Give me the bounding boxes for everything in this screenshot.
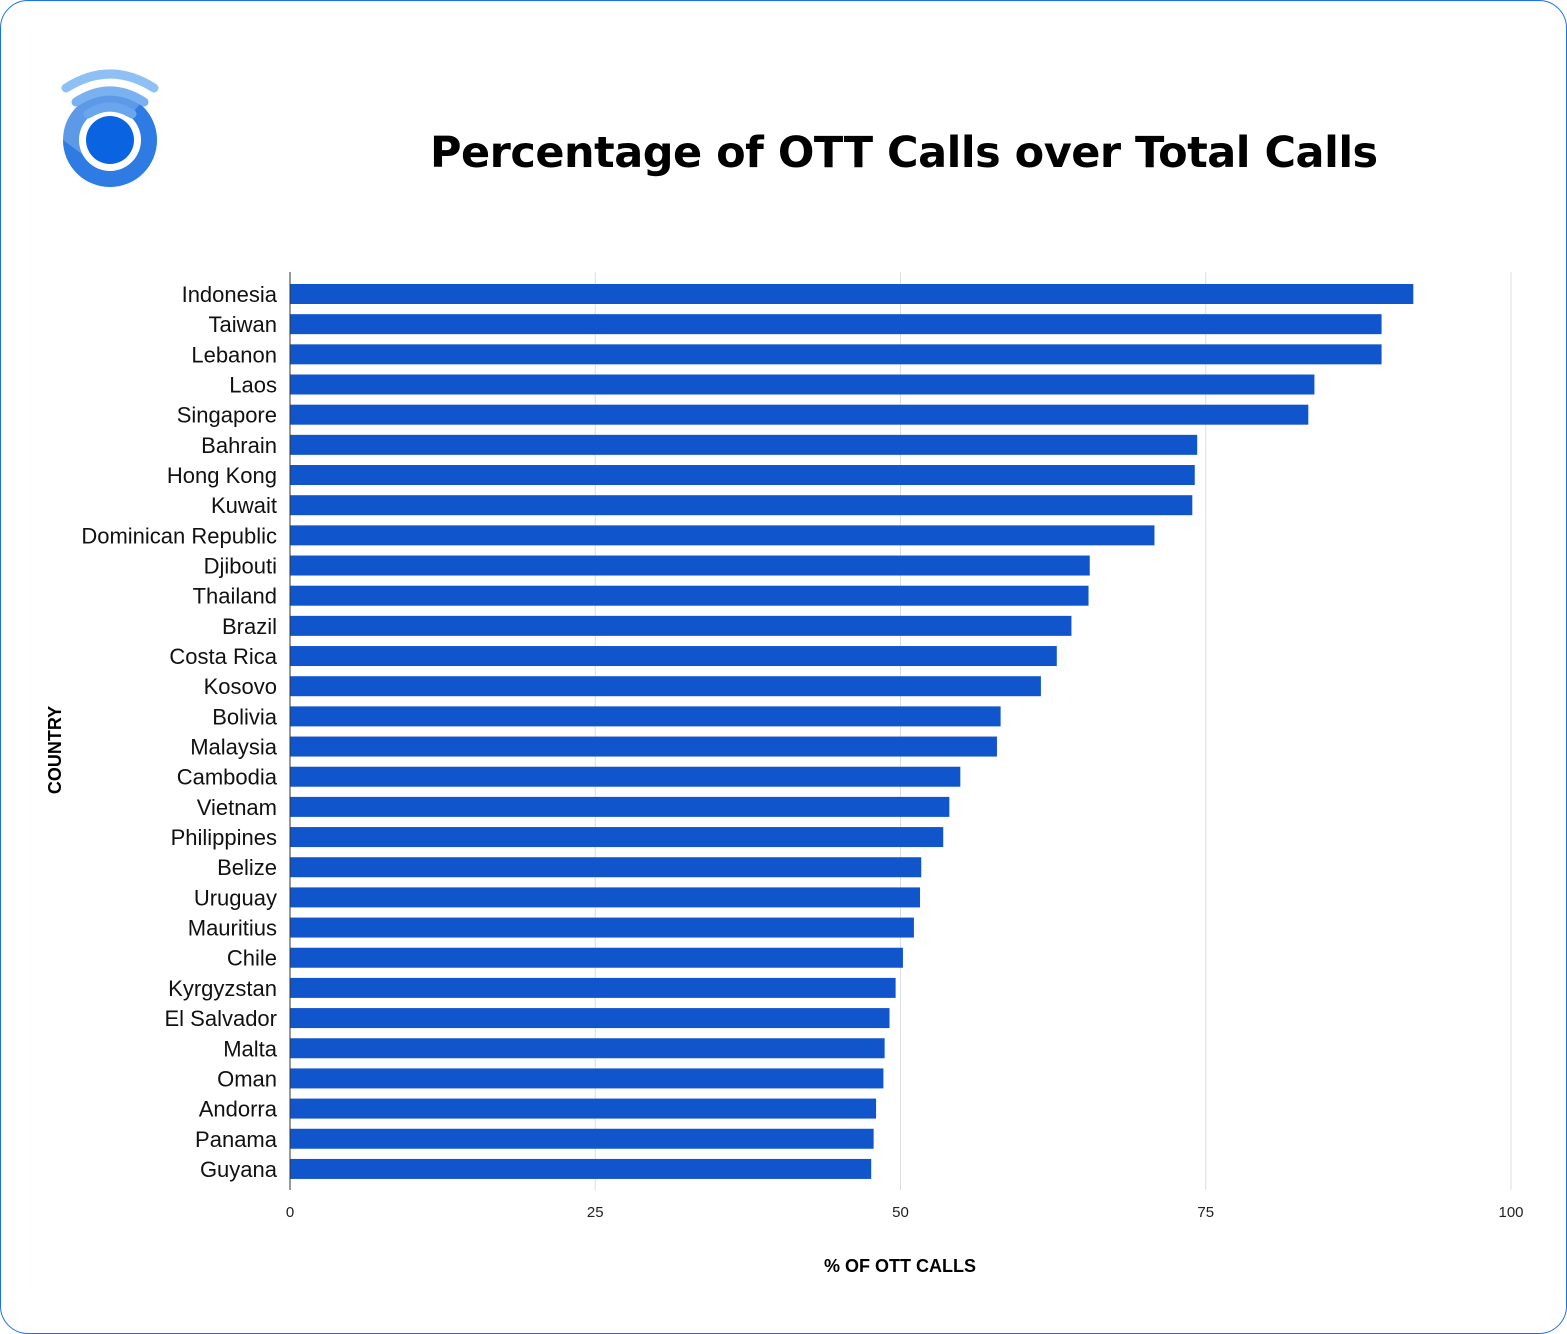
y-axis-title: COUNTRY [45,706,65,794]
bar-uruguay [290,887,921,908]
bar-laos [290,374,1315,395]
y-tick-label: Singapore [177,403,277,428]
bar-malaysia [290,736,997,757]
bar-indonesia [290,284,1414,304]
y-tick-label: Kyrgyzstan [168,976,277,1001]
x-tick-label: 75 [1197,1204,1214,1221]
y-tick-label: Laos [229,373,277,398]
y-tick-label: Uruguay [194,885,277,910]
bar-oman [290,1068,884,1089]
bar-andorra [290,1098,877,1119]
y-tick-label: Belize [217,855,277,880]
bar-philippines [290,827,944,848]
y-tick-label: Malta [223,1036,278,1061]
bar-dominican-republic [290,525,1155,546]
bar-malta [290,1038,885,1059]
bar-guyana [290,1158,872,1179]
bar-bolivia [290,706,1001,727]
chart-title: Percentage of OTT Calls over Total Calls [430,128,1378,178]
bar-costa-rica [290,646,1057,667]
bar-lebanon [290,344,1382,365]
bar-cambodia [290,766,961,787]
bar-kyrgyzstan [290,977,896,998]
y-tick-label: Taiwan [209,312,277,337]
y-tick-label: Kosovo [204,674,277,699]
wifi-signal-logo-icon [61,69,159,187]
y-tick-label: Thailand [193,584,277,609]
y-tick-label: Vietnam [197,795,277,820]
bar-singapore [290,404,1309,425]
y-tick-label: Djibouti [204,554,277,579]
x-tick-label: 0 [286,1204,294,1221]
bar-el-salvador [290,1008,890,1029]
x-axis-title: % OF OTT CALLS [824,1256,976,1276]
y-tick-label: Guyana [200,1157,278,1182]
y-tick-label: Costa Rica [169,644,277,669]
bar-kuwait [290,495,1193,516]
y-tick-label: Lebanon [191,342,277,367]
bar-mauritius [290,917,914,938]
y-tick-label: Brazil [222,614,277,639]
y-tick-label: Bolivia [212,704,278,729]
bar-hong-kong [290,465,1195,486]
bar-belize [290,857,922,878]
y-tick-label: Hong Kong [167,463,277,488]
y-tick-label: Panama [195,1127,278,1152]
bar-bahrain [290,434,1198,455]
y-tick-label: El Salvador [164,1006,277,1031]
y-tick-label: Kuwait [211,493,277,518]
y-tick-label: Philippines [171,825,277,850]
y-tick-label: Andorra [199,1097,278,1122]
bar-panama [290,1128,874,1149]
x-tick-label: 100 [1498,1204,1523,1221]
bar-vietnam [290,796,950,817]
bar-brazil [290,615,1072,636]
bar-kosovo [290,676,1041,697]
y-tick-label: Indonesia [182,282,278,307]
y-tick-label: Bahrain [201,433,277,458]
x-tick-label: 25 [587,1204,604,1221]
y-tick-label: Cambodia [177,765,278,790]
y-tick-label: Dominican Republic [81,523,277,548]
y-tick-label: Chile [227,946,277,971]
bar-chile [290,947,903,968]
bar-thailand [290,585,1089,606]
y-tick-label: Oman [217,1066,277,1091]
bar-djibouti [290,555,1090,576]
y-tick-label: Mauritius [188,916,277,941]
bar-taiwan [290,314,1382,335]
x-tick-label: 50 [892,1204,909,1221]
y-tick-label: Malaysia [190,735,278,760]
